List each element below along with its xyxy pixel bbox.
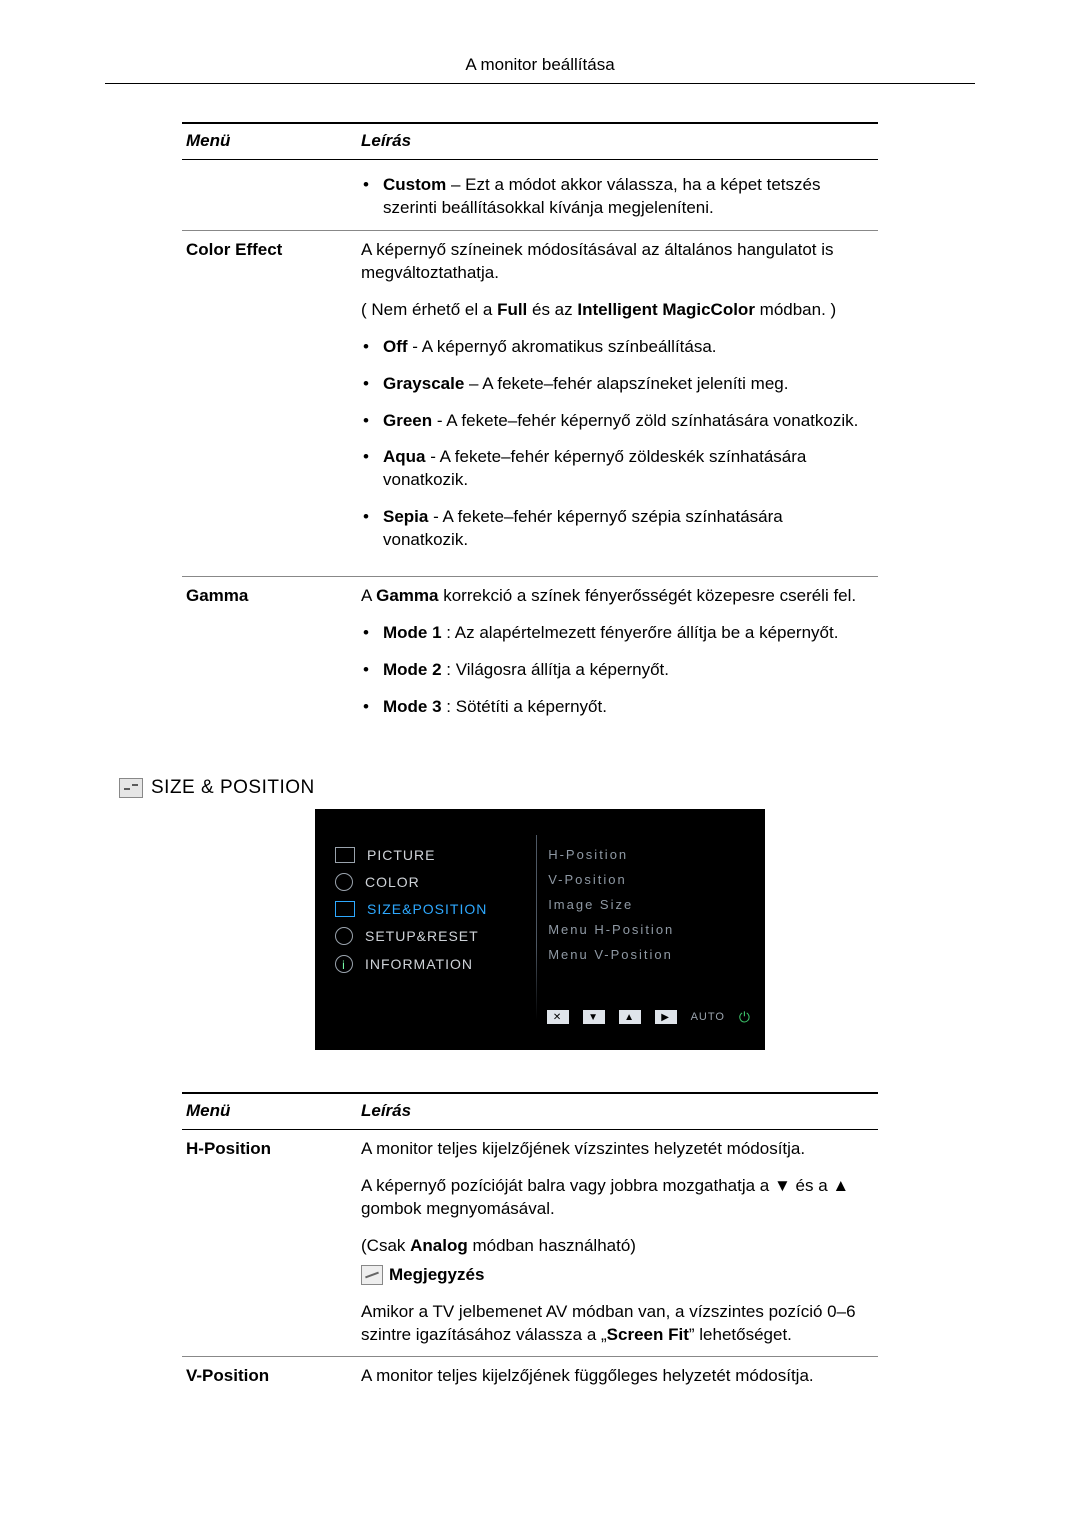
osd-label-sizepos: SIZE&POSITION xyxy=(367,901,487,917)
opt-aqua: Aqua xyxy=(383,447,426,466)
osd-right-pane: H-Position V-Position Image Size Menu H-… xyxy=(548,837,745,983)
osd-label-info: INFORMATION xyxy=(365,956,473,972)
vpos-p1: A monitor teljes kijelzőjének függőleges… xyxy=(361,1365,870,1388)
col-header-desc: Leírás xyxy=(357,1093,878,1129)
section-title-text: SIZE & POSITION xyxy=(151,777,315,799)
page-title: A monitor beállítása xyxy=(105,55,975,84)
row-desc: A Gamma korrekció a színek fényerősségét… xyxy=(357,577,878,743)
osd-sub-vposition[interactable]: V-Position xyxy=(548,872,745,887)
hpos-p2: A képernyő pozícióját balra vagy jobbra … xyxy=(361,1175,870,1221)
power-icon[interactable]: ⏻ xyxy=(739,1009,751,1026)
section-size-position: SIZE & POSITION xyxy=(119,777,975,799)
row-menu-gamma: Gamma xyxy=(182,577,357,743)
osd-sub-menu-vpos[interactable]: Menu V-Position xyxy=(548,947,745,962)
row-menu-vposition: V-Position xyxy=(182,1357,357,1398)
osd-footer: ✕ ▼ ▲ ▶ AUTO ⏻ xyxy=(315,1005,765,1026)
opt-mode3: Mode 3 xyxy=(383,697,442,716)
color-icon xyxy=(335,873,353,891)
down-icon[interactable]: ▼ xyxy=(583,1010,605,1024)
opt-green: Green xyxy=(383,411,432,430)
picture-icon xyxy=(335,847,355,863)
enter-icon[interactable]: ▶ xyxy=(655,1010,677,1024)
row-menu-hposition: H-Position xyxy=(182,1129,357,1357)
opt-custom-text: – Ezt a módot akkor válassza, ha a képet… xyxy=(383,175,820,217)
osd-item-color[interactable]: COLOR xyxy=(335,873,548,891)
ce-note-mid: és az xyxy=(527,300,577,319)
position-settings-table: Menü Leírás H-Position A monitor teljes … xyxy=(182,1092,878,1398)
ce-note-magic: Intelligent MagicColor xyxy=(577,300,755,319)
opt-off: Off xyxy=(383,337,408,356)
osd-label-setup: SETUP&RESET xyxy=(365,928,479,944)
col-header-menu: Menü xyxy=(182,1093,357,1129)
opt-custom: Custom xyxy=(383,175,446,194)
gamma-post: korrekció a színek fényerősségét közepes… xyxy=(439,586,857,605)
color-settings-table: Menü Leírás Custom – Ezt a módot akkor v… xyxy=(182,122,878,743)
ce-note-post: módban. ) xyxy=(755,300,836,319)
opt-aqua-text: - A fekete–fehér képernyő zöldeskék szín… xyxy=(383,447,806,489)
opt-mode2-text: : Világosra állítja a képernyőt. xyxy=(442,660,669,679)
row-desc: A monitor teljes kijelzőjének függőleges… xyxy=(357,1357,878,1398)
coloreffect-intro: A képernyő színeinek módosításával az ál… xyxy=(361,239,870,285)
close-icon[interactable]: ✕ xyxy=(547,1010,569,1024)
row-desc: Custom – Ezt a módot akkor válassza, ha … xyxy=(357,159,878,230)
hpos-p3-b: Analog xyxy=(410,1236,468,1255)
opt-mode3-text: : Sötétíti a képernyőt. xyxy=(442,697,607,716)
info-icon xyxy=(335,955,353,973)
opt-grayscale-text: – A fekete–fehér alapszíneket jeleníti m… xyxy=(464,374,788,393)
row-desc: A monitor teljes kijelzőjének vízszintes… xyxy=(357,1129,878,1357)
opt-mode1: Mode 1 xyxy=(383,623,442,642)
row-menu xyxy=(182,159,357,230)
row-menu-coloreffect: Color Effect xyxy=(182,230,357,576)
osd-left-nav: PICTURE COLOR SIZE&POSITION SETUP&RESET … xyxy=(335,837,548,983)
note-icon xyxy=(361,1265,383,1285)
hpos-p1: A monitor teljes kijelzőjének vízszintes… xyxy=(361,1138,870,1161)
gear-icon xyxy=(335,927,353,945)
opt-off-text: - A képernyő akromatikus színbeállítása. xyxy=(408,337,717,356)
opt-sepia: Sepia xyxy=(383,507,428,526)
opt-mode2: Mode 2 xyxy=(383,660,442,679)
hpos-p3-post: módban használható) xyxy=(468,1236,636,1255)
osd-item-picture[interactable]: PICTURE xyxy=(335,847,548,863)
osd-sub-menu-hpos[interactable]: Menu H-Position xyxy=(548,922,745,937)
opt-sepia-text: - A fekete–fehér képernyő szépia színhat… xyxy=(383,507,783,549)
col-header-menu: Menü xyxy=(182,123,357,159)
osd-sub-hposition[interactable]: H-Position xyxy=(548,847,745,862)
gamma-b: Gamma xyxy=(376,586,438,605)
gamma-pre: A xyxy=(361,586,376,605)
up-icon[interactable]: ▲ xyxy=(619,1010,641,1024)
size-position-icon xyxy=(119,778,143,798)
osd-menu: PICTURE COLOR SIZE&POSITION SETUP&RESET … xyxy=(315,809,765,1050)
hpos-p4-b: Screen Fit xyxy=(607,1325,689,1344)
osd-label-picture: PICTURE xyxy=(367,847,435,863)
osd-item-information[interactable]: INFORMATION xyxy=(335,955,548,973)
col-header-desc: Leírás xyxy=(357,123,878,159)
osd-label-color: COLOR xyxy=(365,874,420,890)
osd-item-sizeposition[interactable]: SIZE&POSITION xyxy=(335,901,548,917)
auto-label[interactable]: AUTO xyxy=(691,1011,725,1023)
ce-note-pre: ( Nem érhető el a xyxy=(361,300,497,319)
opt-mode1-text: : Az alapértelmezett fényerőre állítja b… xyxy=(442,623,839,642)
osd-divider xyxy=(536,835,537,1020)
sizepos-icon xyxy=(335,901,355,917)
ce-note-full: Full xyxy=(497,300,527,319)
opt-green-text: - A fekete–fehér képernyő zöld színhatás… xyxy=(432,411,858,430)
hpos-p4-post: ” lehetőséget. xyxy=(689,1325,792,1344)
row-desc: A képernyő színeinek módosításával az ál… xyxy=(357,230,878,576)
osd-item-setupreset[interactable]: SETUP&RESET xyxy=(335,927,548,945)
opt-grayscale: Grayscale xyxy=(383,374,464,393)
osd-sub-imagesize[interactable]: Image Size xyxy=(548,897,745,912)
note-label: Megjegyzés xyxy=(389,1264,484,1287)
hpos-p3-pre: (Csak xyxy=(361,1236,410,1255)
